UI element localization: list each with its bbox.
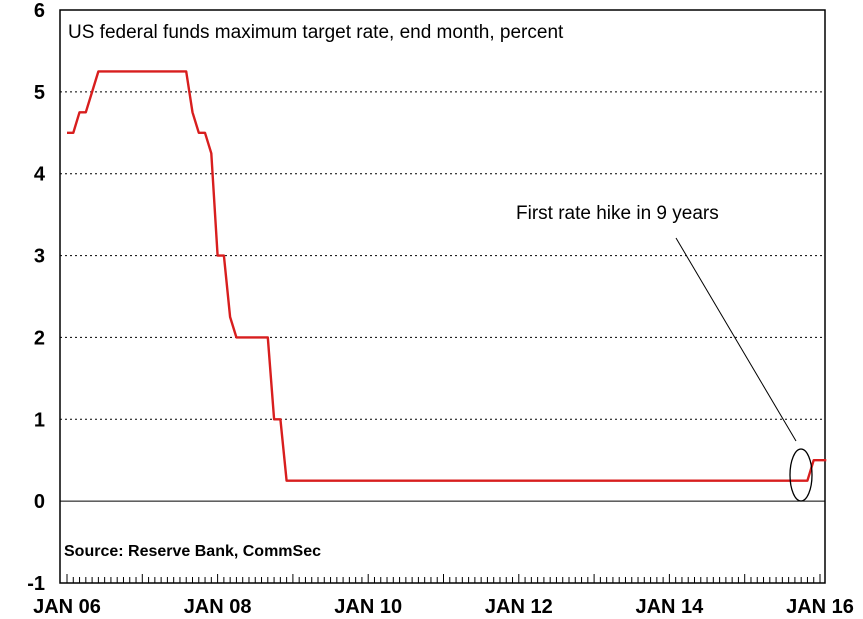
series-layer — [67, 70, 827, 482]
annotation-text: First rate hike in 9 years — [516, 203, 719, 224]
y-tick-label: 4 — [34, 164, 46, 186]
annotation: First rate hike in 9 years — [516, 203, 813, 502]
x-tick-label: JAN 06 — [33, 596, 101, 618]
y-tick-label: -1 — [27, 573, 45, 595]
y-tick-label: 5 — [34, 82, 45, 104]
x-tick-label: JAN 14 — [635, 596, 704, 618]
y-tick-label: 2 — [34, 327, 45, 349]
chart-title: US federal funds maximum target rate, en… — [68, 22, 564, 43]
annotation-pointer — [675, 237, 797, 442]
y-tick-label: 0 — [34, 491, 45, 513]
x-tick-labels: JAN 06 JAN 08 JAN 10 JAN 12 JAN 14 JAN 16 — [33, 596, 854, 618]
series-line — [67, 70, 827, 482]
x-tick-label: JAN 12 — [485, 596, 553, 618]
plot-frame — [59, 9, 826, 584]
minor-tick-layer — [66, 574, 821, 583]
x-tick-label: JAN 10 — [334, 596, 402, 618]
source-note: Source: Reserve Bank, CommSec — [64, 543, 321, 560]
grid-layer — [60, 91, 825, 502]
x-tick-label: JAN 16 — [786, 596, 854, 618]
y-tick-label: 6 — [34, 0, 45, 22]
y-tick-label: 3 — [34, 246, 45, 268]
x-tick-label: JAN 08 — [184, 596, 252, 618]
y-tick-label: 1 — [34, 409, 45, 431]
y-tick-labels: 6 5 4 3 2 1 0 -1 — [27, 0, 46, 595]
annotation-ellipse — [789, 448, 813, 502]
